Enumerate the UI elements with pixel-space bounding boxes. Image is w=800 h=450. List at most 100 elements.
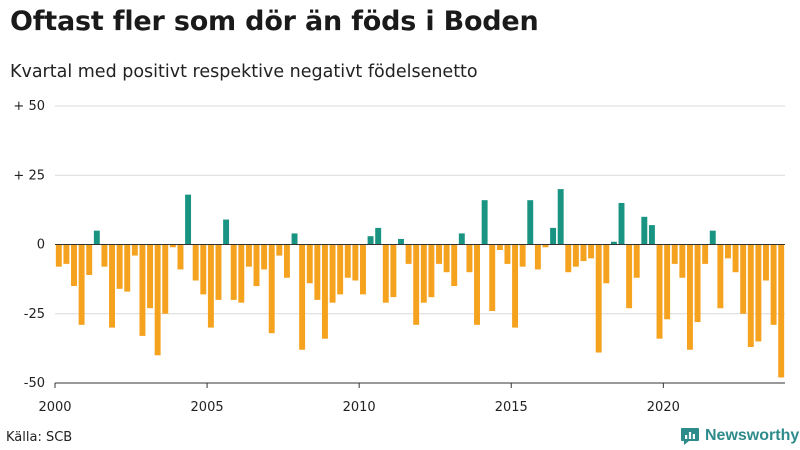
bar [474,244,480,325]
x-axis-labels: 2000 2005 2010 2015 2020 [38,383,680,415]
bar [770,244,777,325]
bar [755,244,762,342]
bar [732,244,739,273]
bar [230,244,237,300]
bar [534,244,541,270]
y-tick-label: 0 [37,238,45,253]
bar [101,244,108,267]
chart-subtitle: Kvartal med positivt respektive negativt… [10,62,478,82]
bar [360,244,366,295]
bar [245,244,252,267]
bar [725,244,731,259]
bar [71,244,77,287]
bar [405,244,412,264]
bar [763,244,769,281]
bar [321,244,328,339]
bar [169,244,176,248]
bar [306,244,313,284]
bar [367,236,374,245]
bar [200,244,207,295]
bar [694,244,701,323]
newsworthy-logo-icon [681,428,699,445]
bar [291,233,298,245]
bar [656,244,663,339]
bar [489,244,496,311]
y-tick-label: + 50 [13,99,45,114]
bar [337,244,344,295]
bar [466,244,473,273]
bar [504,244,511,264]
bar [451,244,458,287]
chart-title: Oftast fler som dör än föds i Boden [10,6,539,37]
bar [603,244,610,284]
x-tick-label: 2000 [38,400,71,415]
bar [124,244,131,292]
bar [314,244,321,300]
newsworthy-brand[interactable]: Newsworthy [680,426,799,446]
bar [496,244,503,251]
bar [390,244,397,298]
bar [519,244,526,267]
bar [63,244,70,264]
bar [618,202,625,245]
source-note: Källa: SCB [6,430,73,445]
bar [329,244,336,303]
bar [55,244,62,267]
bar [215,244,222,300]
y-axis-labels: + 50 + 25 0 -25 -50 [13,99,45,391]
bar [648,225,655,245]
bar [572,244,579,267]
bar [747,244,754,347]
bar [565,244,572,273]
bar [116,244,123,289]
bar [185,194,192,245]
bar [86,244,93,275]
bar [664,244,671,320]
bar [740,244,747,314]
y-tick-label: -50 [24,376,45,391]
x-tick-label: 2020 [647,400,680,415]
bar [352,244,359,281]
bar [147,244,154,309]
bar [671,244,678,264]
bar [344,244,351,278]
x-tick-label: 2005 [191,400,224,415]
bar [162,244,169,314]
bars [55,189,785,378]
bar [238,244,245,303]
bar [413,244,420,325]
bar [641,216,648,245]
bar [268,244,275,334]
bar [595,244,602,353]
bar [580,244,587,262]
brand-name: Newsworthy [705,427,800,444]
bar [139,244,146,336]
bar [382,244,389,303]
bar [550,227,557,245]
bar [610,241,617,245]
bar [702,244,709,264]
x-tick-label: 2010 [343,400,376,415]
bar [299,244,306,350]
y-tick-label: -25 [24,307,45,322]
bar [131,244,138,256]
bar [557,189,564,245]
bar [78,244,85,325]
bar [420,244,427,303]
bar [588,244,595,259]
bar [192,244,199,281]
bar [398,238,404,245]
bar [109,244,115,328]
bar [428,244,435,298]
bar [223,219,230,245]
bar [283,244,290,278]
bar [626,244,633,309]
bar [253,244,260,287]
bar [436,244,442,264]
bar [709,230,716,245]
bar [261,244,268,270]
bar [542,244,549,248]
bar [679,244,686,278]
bar [717,244,724,309]
bar [93,230,100,245]
